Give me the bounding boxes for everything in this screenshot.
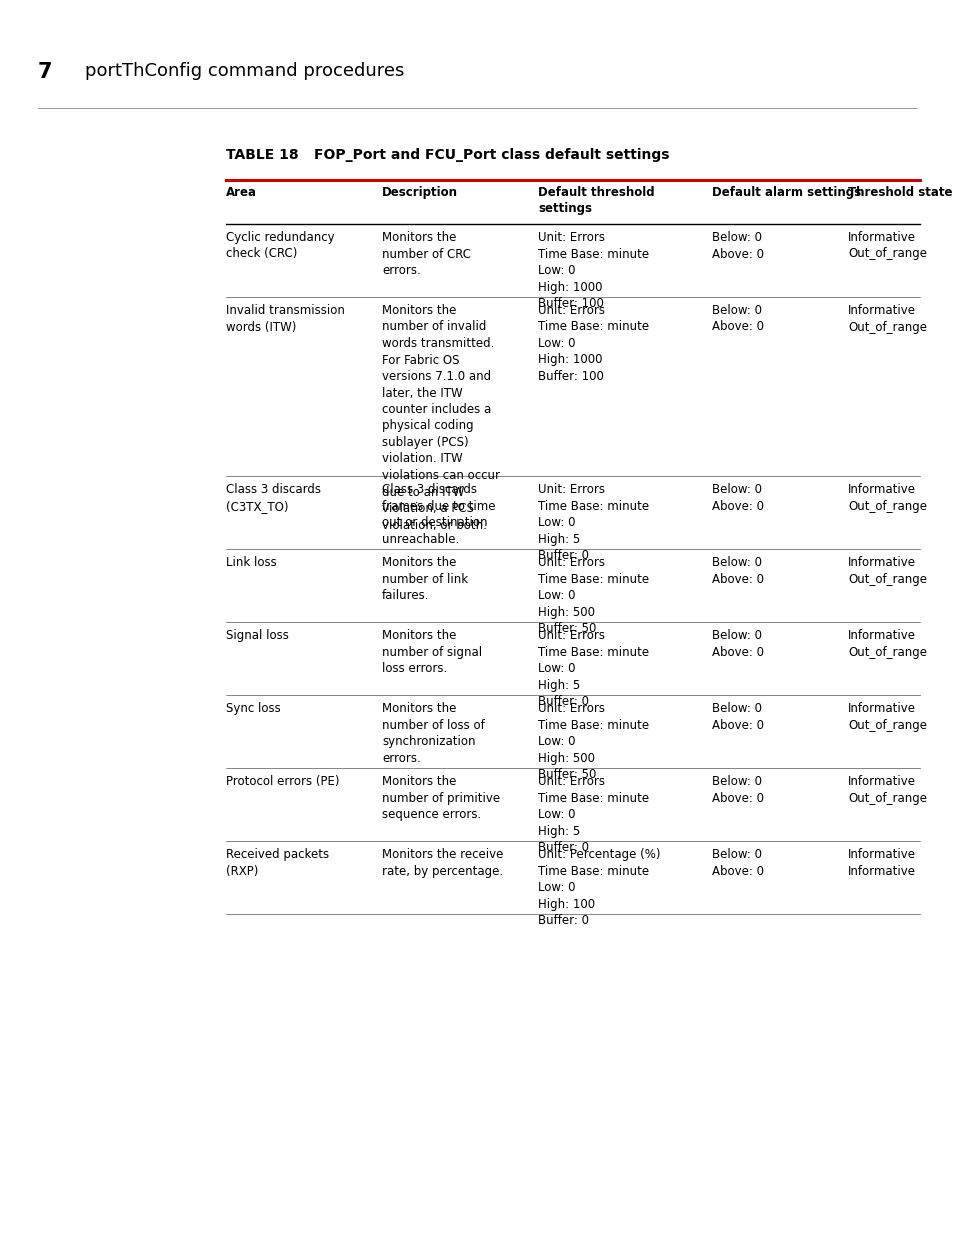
Text: Monitors the
number of primitive
sequence errors.: Monitors the number of primitive sequenc… (381, 776, 499, 821)
Text: Invalid transmission
words (ITW): Invalid transmission words (ITW) (226, 304, 345, 333)
Text: Informative
Out_of_range: Informative Out_of_range (847, 703, 926, 731)
Text: Class 3 discards
(C3TX_TO): Class 3 discards (C3TX_TO) (226, 483, 320, 513)
Text: Unit: Percentage (%)
Time Base: minute
Low: 0
High: 100
Buffer: 0: Unit: Percentage (%) Time Base: minute L… (537, 848, 659, 927)
Text: Informative
Out_of_range: Informative Out_of_range (847, 304, 926, 333)
Text: Unit: Errors
Time Base: minute
Low: 0
High: 500
Buffer: 50: Unit: Errors Time Base: minute Low: 0 Hi… (537, 703, 648, 782)
Text: 7: 7 (38, 62, 52, 82)
Text: Below: 0
Above: 0: Below: 0 Above: 0 (711, 483, 763, 513)
Text: Signal loss: Signal loss (226, 629, 289, 642)
Text: Monitors the
number of loss of
synchronization
errors.: Monitors the number of loss of synchroni… (381, 703, 484, 764)
Text: Unit: Errors
Time Base: minute
Low: 0
High: 500
Buffer: 50: Unit: Errors Time Base: minute Low: 0 Hi… (537, 556, 648, 635)
Text: Below: 0
Above: 0: Below: 0 Above: 0 (711, 848, 763, 878)
Text: FOP_Port and FCU_Port class default settings: FOP_Port and FCU_Port class default sett… (314, 148, 669, 162)
Text: Informative
Out_of_range: Informative Out_of_range (847, 776, 926, 805)
Text: Unit: Errors
Time Base: minute
Low: 0
High: 5
Buffer: 0: Unit: Errors Time Base: minute Low: 0 Hi… (537, 629, 648, 708)
Text: Informative
Out_of_range: Informative Out_of_range (847, 231, 926, 261)
Text: Informative
Out_of_range: Informative Out_of_range (847, 483, 926, 513)
Text: Monitors the
number of invalid
words transmitted.
For Fabric OS
versions 7.1.0 a: Monitors the number of invalid words tra… (381, 304, 499, 531)
Text: Unit: Errors
Time Base: minute
Low: 0
High: 1000
Buffer: 100: Unit: Errors Time Base: minute Low: 0 Hi… (537, 304, 648, 383)
Text: Threshold state: Threshold state (847, 186, 951, 199)
Text: Monitors the
number of CRC
errors.: Monitors the number of CRC errors. (381, 231, 471, 277)
Text: Monitors the receive
rate, by percentage.: Monitors the receive rate, by percentage… (381, 848, 503, 878)
Text: Below: 0
Above: 0: Below: 0 Above: 0 (711, 629, 763, 658)
Text: Below: 0
Above: 0: Below: 0 Above: 0 (711, 304, 763, 333)
Text: Unit: Errors
Time Base: minute
Low: 0
High: 5
Buffer: 0: Unit: Errors Time Base: minute Low: 0 Hi… (537, 483, 648, 562)
Text: Informative
Out_of_range: Informative Out_of_range (847, 629, 926, 658)
Text: Informative
Out_of_range: Informative Out_of_range (847, 556, 926, 585)
Text: Monitors the
number of link
failures.: Monitors the number of link failures. (381, 556, 468, 603)
Text: Below: 0
Above: 0: Below: 0 Above: 0 (711, 703, 763, 731)
Text: TABLE 18: TABLE 18 (226, 148, 298, 162)
Text: Default threshold
settings: Default threshold settings (537, 186, 654, 215)
Text: Below: 0
Above: 0: Below: 0 Above: 0 (711, 556, 763, 585)
Text: Default alarm settings: Default alarm settings (711, 186, 861, 199)
Text: Informative
Informative: Informative Informative (847, 848, 915, 878)
Text: Monitors the
number of signal
loss errors.: Monitors the number of signal loss error… (381, 629, 481, 676)
Text: Unit: Errors
Time Base: minute
Low: 0
High: 1000
Buffer: 100: Unit: Errors Time Base: minute Low: 0 Hi… (537, 231, 648, 310)
Text: portThConfig command procedures: portThConfig command procedures (85, 62, 404, 80)
Text: Received packets
(RXP): Received packets (RXP) (226, 848, 329, 878)
Text: Link loss: Link loss (226, 556, 276, 569)
Text: Cyclic redundancy
check (CRC): Cyclic redundancy check (CRC) (226, 231, 335, 261)
Text: Protocol errors (PE): Protocol errors (PE) (226, 776, 339, 788)
Text: Class 3 discards
frames due to time
out or destination
unreachable.: Class 3 discards frames due to time out … (381, 483, 495, 546)
Text: Below: 0
Above: 0: Below: 0 Above: 0 (711, 231, 763, 261)
Text: Area: Area (226, 186, 256, 199)
Text: Description: Description (381, 186, 457, 199)
Text: Below: 0
Above: 0: Below: 0 Above: 0 (711, 776, 763, 805)
Text: Unit: Errors
Time Base: minute
Low: 0
High: 5
Buffer: 0: Unit: Errors Time Base: minute Low: 0 Hi… (537, 776, 648, 855)
Text: Sync loss: Sync loss (226, 703, 280, 715)
